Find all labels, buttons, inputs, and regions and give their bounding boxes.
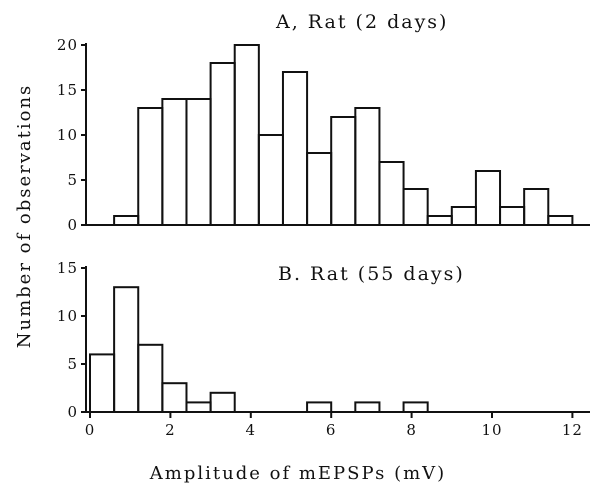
y-tick-label: 0 [67, 216, 78, 234]
x-tick-label: 0 [85, 421, 96, 439]
histogram-bar [450, 206, 477, 226]
histogram-bar [354, 107, 381, 226]
histogram-bar [306, 401, 333, 413]
y-tick-label: 20 [57, 36, 78, 54]
histogram-bar [499, 206, 526, 226]
histogram-bar [426, 215, 453, 226]
histogram-bar [330, 116, 357, 226]
y-tick-label: 10 [57, 307, 78, 325]
histogram-bar [161, 382, 188, 414]
x-axis-title: Amplitude of mEPSPs (mV) [149, 463, 446, 484]
y-tick-label: 0 [67, 403, 78, 421]
histogram-bar [306, 152, 333, 226]
histogram-bar [137, 107, 164, 226]
histogram-bar [233, 44, 260, 226]
histogram-bar [113, 286, 140, 414]
histogram-bar [354, 401, 381, 413]
panel-a-title: A, Rat (2 days) [275, 11, 448, 33]
histogram-bar [89, 353, 116, 413]
x-tick-label: 10 [481, 421, 502, 439]
y-tick-label: 5 [67, 171, 78, 189]
histogram-bar [185, 401, 212, 413]
y-tick-label: 15 [57, 81, 78, 99]
histogram-bar [209, 62, 236, 226]
panel-b-title: B. Rat (55 days) [278, 263, 465, 285]
panel-b-histogram: 0 5 10 15 0 2 4 6 8 10 12 [57, 259, 590, 439]
histogram-bar [547, 215, 574, 226]
histogram-bar [161, 98, 188, 226]
histogram-bar [257, 134, 284, 226]
histogram-bar [209, 391, 236, 413]
histogram-bar [523, 188, 550, 226]
y-tick-label: 15 [57, 259, 78, 277]
histogram-bar [402, 188, 429, 226]
x-tick-label: 6 [326, 421, 337, 439]
histogram-bar [113, 215, 140, 226]
histogram-bar [474, 170, 502, 226]
x-tick-label: 4 [246, 421, 257, 439]
x-tick-label: 12 [562, 421, 583, 439]
histogram-bar [137, 343, 164, 413]
x-tick-label: 2 [165, 421, 176, 439]
y-tick-label: 10 [57, 126, 78, 144]
y-axis-title: Number of observations [14, 84, 35, 349]
histogram-bar [378, 161, 405, 226]
histogram-bar [185, 98, 212, 226]
y-tick-label: 5 [67, 355, 78, 373]
x-tick-label: 8 [406, 421, 417, 439]
panel-a-histogram: 0 5 10 15 20 [57, 36, 590, 234]
histogram-bar [281, 71, 309, 226]
histogram-bar [402, 401, 429, 413]
